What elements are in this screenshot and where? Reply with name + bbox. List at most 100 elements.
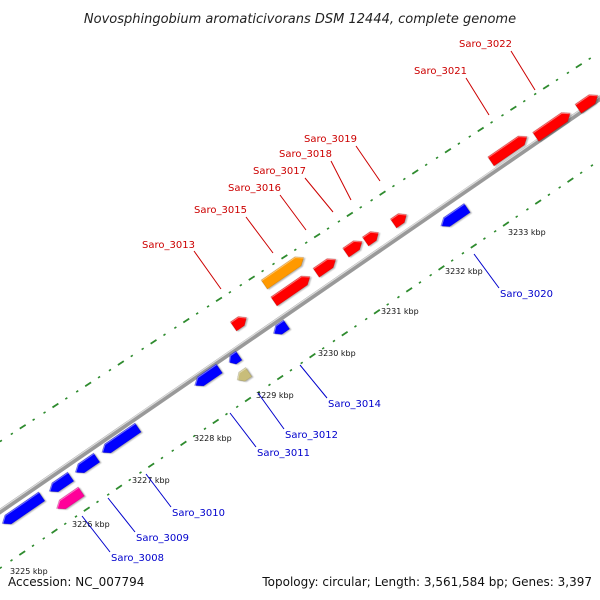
gene-label-saro-3014[interactable]: Saro_3014 <box>328 399 381 410</box>
guide-dot <box>192 434 196 438</box>
gene-feature[interactable] <box>226 350 243 367</box>
guide-dot <box>108 368 112 372</box>
guide-dot <box>63 522 67 526</box>
gene-saro-3020-shape[interactable] <box>438 202 471 230</box>
guide-dot <box>429 273 433 277</box>
gene-saro-3012[interactable] <box>234 367 253 385</box>
gene-saro-3016[interactable] <box>270 272 313 307</box>
gene-saro-3015-shape[interactable] <box>260 253 307 290</box>
gene-label-saro-3019[interactable]: Saro_3019 <box>304 134 357 145</box>
guide-dot <box>10 559 13 562</box>
scale-tick-label: 3228 kbp <box>194 434 232 443</box>
guide-dot <box>558 186 562 189</box>
gene-saro-3020[interactable] <box>438 202 471 230</box>
guide-dot <box>64 397 68 400</box>
guide-dot <box>588 57 592 61</box>
gene-saro-3009-shape[interactable] <box>46 471 75 496</box>
guide-dot <box>309 352 316 359</box>
dotted-guides <box>0 57 594 570</box>
gene-feature[interactable] <box>192 363 223 390</box>
gene-saro-3014-shape[interactable] <box>270 319 291 338</box>
gene-saro-3019[interactable] <box>361 228 381 247</box>
gene-label-saro-3009[interactable]: Saro_3009 <box>136 533 189 544</box>
gene-feature-shape[interactable] <box>574 91 600 114</box>
gene-saro-3019-shape[interactable] <box>361 228 381 247</box>
guide-dot <box>257 390 261 394</box>
gene-saro-3017[interactable] <box>312 255 339 278</box>
gene-feature-shape[interactable] <box>192 363 223 390</box>
gene-saro-3013[interactable] <box>229 313 249 332</box>
guide-dot <box>268 383 271 387</box>
gene-feature-shape[interactable] <box>226 350 243 367</box>
gene-saro-3008[interactable] <box>54 486 85 513</box>
gene-label-saro-3015[interactable]: Saro_3015 <box>194 205 247 216</box>
gene-saro-3013-shape[interactable] <box>229 313 249 332</box>
gene-label-leader <box>510 50 536 91</box>
gene-feature[interactable] <box>574 91 600 114</box>
gene-saro-3015[interactable] <box>260 253 307 290</box>
gene-saro-3017-shape[interactable] <box>312 255 339 278</box>
gene-saro-3008-shape[interactable] <box>54 486 85 513</box>
gene-label-saro-3013[interactable]: Saro_3013 <box>142 240 195 251</box>
gene-feature-bevel <box>75 453 95 474</box>
gene-label-saro-3021[interactable]: Saro_3021 <box>414 66 467 77</box>
gene-label-saro-3008[interactable]: Saro_3008 <box>111 553 164 564</box>
gene-saro-3009[interactable] <box>46 471 75 496</box>
gene-saro-3021-shape[interactable] <box>487 132 530 167</box>
guide-dot <box>509 105 517 111</box>
guide-dot <box>195 312 199 315</box>
gene-saro-3018-shape[interactable] <box>342 237 366 258</box>
gene-features <box>0 91 600 528</box>
gene-label-saro-3010[interactable]: Saro_3010 <box>172 508 225 519</box>
gene-label-saro-3022[interactable]: Saro_3022 <box>459 39 512 50</box>
gene-label-saro-3017[interactable]: Saro_3017 <box>253 166 306 177</box>
gene-label-saro-3011[interactable]: Saro_3011 <box>257 448 310 459</box>
guide-dot <box>590 164 594 167</box>
gene-saro-3010[interactable] <box>0 491 46 528</box>
gene-saro-3018[interactable] <box>342 237 366 258</box>
guide-dot <box>244 396 252 403</box>
gene-saro-3016-shape[interactable] <box>270 272 313 307</box>
gene-feature-shape[interactable] <box>72 452 101 477</box>
guide-dot <box>547 193 551 197</box>
gene-saro-3014-bevel <box>273 320 285 335</box>
gene-label-leader <box>193 250 222 290</box>
gene-saro-3011-shape[interactable] <box>99 422 142 457</box>
guide-dot <box>300 361 304 365</box>
guide-dot <box>321 346 325 350</box>
page-title: Novosphingobium aromaticivorans DSM 1244… <box>84 12 516 27</box>
gene-feature-shape[interactable] <box>389 210 409 229</box>
guide-dot <box>359 206 363 209</box>
guide-dot <box>525 208 529 211</box>
gene-saro-3022[interactable] <box>532 109 574 142</box>
guide-dot <box>424 163 428 167</box>
gene-saro-3015-bevel <box>261 256 305 282</box>
gene-saro-3012-shape[interactable] <box>234 367 253 385</box>
guide-dot <box>228 290 232 294</box>
gene-label-leader <box>355 145 381 182</box>
guide-dot <box>31 544 35 548</box>
gene-saro-3014[interactable] <box>270 319 291 338</box>
gene-label-saro-3012[interactable]: Saro_3012 <box>285 430 338 441</box>
guide-dot <box>19 424 27 430</box>
gene-saro-3021[interactable] <box>487 132 530 167</box>
gene-label-saro-3018[interactable]: Saro_3018 <box>279 149 332 160</box>
guide-dot <box>75 390 79 393</box>
gene-label-leader <box>465 77 490 116</box>
guide-dot <box>457 142 461 145</box>
gene-feature[interactable] <box>389 210 409 229</box>
guide-dot <box>272 262 275 266</box>
gene-saro-3011[interactable] <box>99 422 142 457</box>
gene-label-saro-3016[interactable]: Saro_3016 <box>228 183 281 194</box>
guide-dot <box>180 440 187 447</box>
gene-saro-3010-shape[interactable] <box>0 491 46 528</box>
guide-dot <box>567 177 574 183</box>
gene-feature[interactable] <box>72 452 101 477</box>
guide-dot <box>534 199 542 205</box>
guide-dot <box>42 537 46 540</box>
guide-dot <box>438 265 445 271</box>
gene-label-leader <box>81 515 111 553</box>
gene-saro-3022-shape[interactable] <box>532 109 574 142</box>
gene-label-saro-3020[interactable]: Saro_3020 <box>500 289 553 300</box>
guide-dot <box>289 368 293 372</box>
